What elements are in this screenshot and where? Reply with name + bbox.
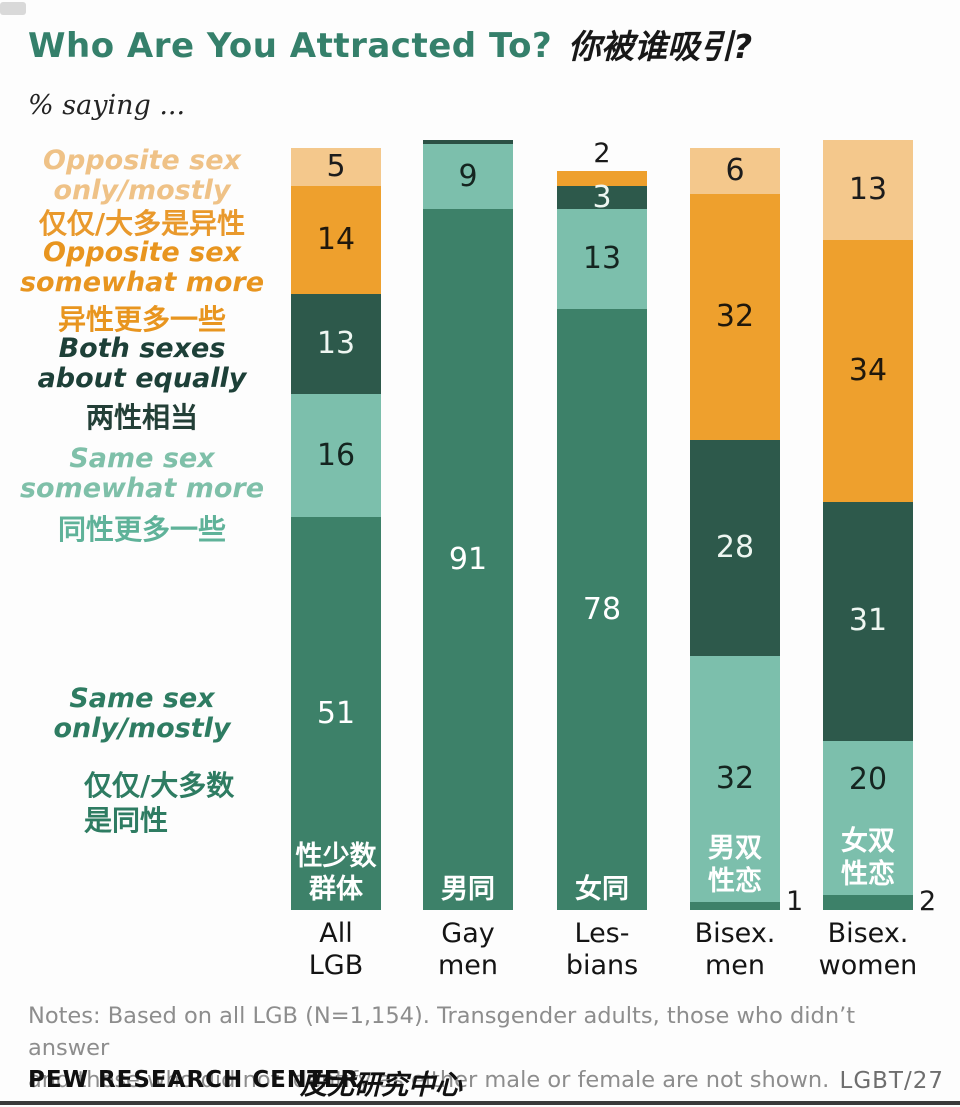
footer-tag: LGBT/27 (839, 1068, 944, 1094)
segment-same_only_mostly (690, 902, 780, 910)
bar-bisex-men: 6 32 28 32 男双 性恋 1 (690, 147, 803, 915)
segment-value-label: 32 (715, 761, 755, 797)
legend-item-3-en: Same sex somewhat more (19, 443, 265, 505)
chart-canvas: 5 14 13 16 51 性少数 群体 9 91 男同 2 3 13 78 女同 6 32 28 32 男双 性恋… (291, 140, 936, 915)
segment-value-label: 16 (316, 437, 356, 473)
axis-label-gay-men: Gay men (437, 918, 499, 981)
segment-same_somewhat_more: 16 (291, 394, 381, 518)
chart-notes: Notes: Based on all LGB (N=1,154). Trans… (28, 1003, 856, 1093)
subtitle: % saying ... (28, 90, 186, 121)
segment-value-label: 6 (725, 152, 745, 188)
segment-opposite_only_mostly: 13 (823, 140, 913, 241)
legend-item-0-zh: 仅仅/大多是异性 (38, 207, 246, 240)
bar-lesbians: 2 3 13 78 女同 (557, 140, 647, 910)
segment-same_only_mostly: 78 女同 (557, 309, 647, 910)
segment-value-label: 78 (582, 591, 622, 627)
segment-value-label: 2 (593, 137, 611, 169)
source-label: PEW RESEARCH CENTER (28, 1067, 360, 1093)
segment-value-label: 51 (316, 695, 356, 731)
segment-opposite_somewhat_more (557, 170, 647, 187)
corner-artifact (0, 2, 26, 15)
page-title-chinese: 你被谁吸引? (568, 27, 753, 66)
segment-value-label: 14 (316, 222, 356, 258)
segment-value-label: 28 (715, 530, 755, 566)
segment-value-label: 32 (715, 299, 755, 335)
segment-same_only_mostly: 51 性少数 群体 (291, 517, 381, 910)
axis-label-lesbians: Les- bians (565, 918, 639, 981)
segment-same_somewhat_more: 32 男双 性恋 (690, 655, 780, 903)
legend-item-1-en: Opposite sex somewhat more (19, 237, 265, 299)
segment-both_about_equally: 31 (823, 501, 913, 741)
legend-item-4-en: Same sex only/mostly (53, 683, 231, 745)
legend-item-3-zh: 同性更多一些 (57, 513, 226, 546)
legend-item-1-zh: 异性更多一些 (57, 303, 226, 336)
bar-bisex-women: 13 34 31 20 女双 性恋 2 (823, 140, 936, 915)
bar-gay-men: 9 91 男同 (423, 140, 513, 910)
page-title: Who Are You Attracted To? (28, 26, 553, 66)
segment-opposite_only_mostly: 5 (291, 147, 381, 187)
bar-label-chinese: 性少数 群体 (295, 841, 377, 906)
segment-opposite_only_mostly: 6 (690, 147, 780, 194)
segment-value-label: 3 (592, 179, 612, 215)
segment-value-label: 1 (786, 886, 804, 917)
bar-label-chinese: 女同 (575, 874, 629, 906)
bar-label-chinese: 男同 (441, 874, 495, 906)
segment-same_only_mostly: 91 男同 (423, 209, 513, 910)
segment-same_somewhat_more: 20 女双 性恋 (823, 740, 913, 895)
segment-opposite_somewhat_more: 32 (690, 193, 780, 441)
segment-value-label: 5 (326, 148, 346, 184)
segment-opposite_somewhat_more: 14 (291, 186, 381, 294)
source-label-chinese: 皮尤研究中心 (300, 1070, 462, 1101)
axis-label-bisex-women: Bisex. women (818, 918, 918, 981)
segment-value-label: 20 (848, 761, 888, 797)
segment-value-label: 31 (848, 603, 888, 639)
bar-label-chinese: 女双 性恋 (841, 825, 895, 890)
segment-same_only_mostly (823, 894, 913, 910)
segment-value-label: 13 (582, 241, 622, 277)
segment-both_about_equally: 13 (291, 294, 381, 395)
segment-same_somewhat_more: 13 (557, 209, 647, 310)
segment-both_about_equally: 3 (557, 182, 647, 212)
segment-same_somewhat_more: 9 (423, 140, 513, 210)
segment-value-label: 2 (919, 886, 937, 917)
bar-all-lgb: 5 14 13 16 51 性少数 群体 (291, 147, 381, 910)
segment-both_about_equally: 28 (690, 440, 780, 656)
axis-label-all-lgb: All LGB (308, 918, 364, 981)
segment-value-label: 9 (458, 158, 478, 194)
x-axis-labels: All LGB Gay men Les- bians Bisex. men Bisex.… (0, 918, 960, 998)
segment-value-label: 13 (316, 326, 356, 362)
legend-item-2-zh: 两性相当 (85, 401, 198, 434)
segment-value-label: 91 (448, 541, 488, 577)
bar-label-chinese: 男双 性恋 (708, 833, 762, 898)
segment-opposite_somewhat_more: 34 (823, 240, 913, 502)
legend-item-0-en: Opposite sex only/mostly (43, 145, 241, 207)
axis-label-bisex-men: Bisex. men (694, 918, 776, 981)
legend-item-4-zh: 仅仅/大多数 是同性 (84, 769, 235, 837)
segment-value-label: 34 (848, 352, 888, 388)
bottom-divider (0, 1101, 960, 1105)
segment-value-label: 13 (848, 172, 888, 208)
legend-item-2-en: Both sexes about equally (37, 333, 247, 395)
